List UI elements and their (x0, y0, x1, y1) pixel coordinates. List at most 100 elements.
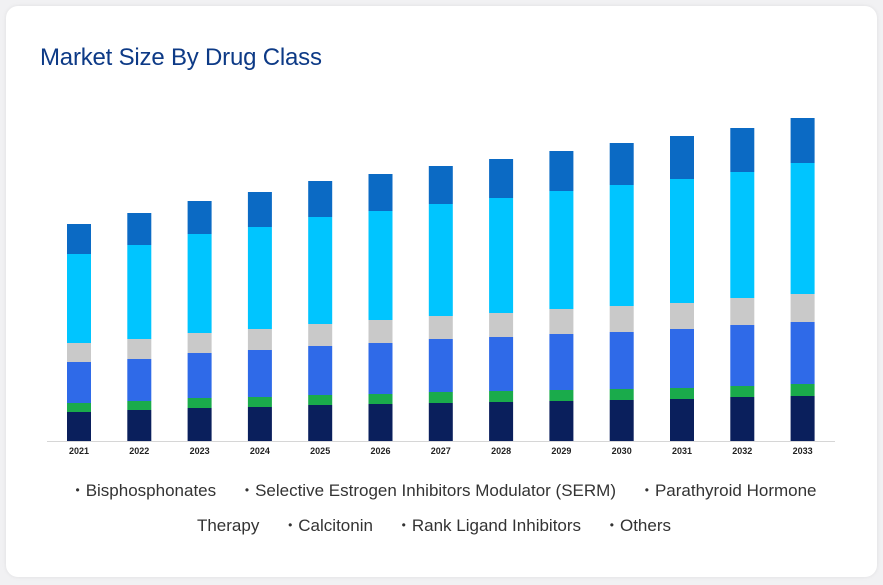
bar-segment-2025-4[interactable] (308, 217, 333, 324)
bar-segment-2024-3[interactable] (247, 329, 272, 350)
bar-segment-2028-0[interactable] (489, 402, 514, 441)
bar-segment-2028-5[interactable] (489, 159, 514, 198)
bar-segment-2024-5[interactable] (247, 192, 272, 227)
bar-segment-2027-2[interactable] (428, 339, 453, 392)
x-tick-label: 2028 (491, 446, 511, 456)
bar-segment-2023-5[interactable] (187, 201, 212, 234)
bar-segment-2033-1[interactable] (790, 384, 815, 396)
bar-segment-2032-1[interactable] (730, 386, 755, 397)
bar-segment-2031-0[interactable] (670, 399, 694, 441)
bar-segment-2030-1[interactable] (609, 389, 634, 400)
bar-segment-2026-0[interactable] (368, 404, 393, 441)
bar-segment-2021-5[interactable] (67, 224, 91, 254)
bar-segment-2025-1[interactable] (308, 395, 333, 405)
bar-segment-2021-2[interactable] (67, 362, 91, 403)
bar-segment-2025-0[interactable] (308, 405, 333, 441)
bar-segment-2021-4[interactable] (67, 254, 91, 343)
bar-segment-2032-2[interactable] (730, 325, 755, 386)
legend-label: Bisphosphonates (85, 481, 217, 500)
bar-segment-2025-5[interactable] (308, 181, 333, 217)
bar-segment-2022-3[interactable] (127, 339, 152, 359)
legend-bullet: • (609, 518, 614, 532)
bar-segment-2026-4[interactable] (368, 211, 393, 320)
bar-segment-2023-4[interactable] (187, 234, 212, 333)
bar-segment-2022-4[interactable] (127, 245, 152, 339)
legend-item-rank-ligand-inhibitors[interactable]: • Rank Ligand Inhibitors (402, 516, 581, 535)
bar-segment-2022-5[interactable] (127, 213, 152, 245)
x-tick-label: 2029 (551, 446, 571, 456)
bar-segment-2022-1[interactable] (127, 401, 152, 410)
legend-label: Selective Estrogen Inhibitors Modulator … (255, 481, 616, 500)
bar-segment-2024-2[interactable] (247, 350, 272, 397)
legend-item-bisphosphonates[interactable]: • Bisphosphonates (75, 481, 216, 500)
legend-label: Calcitonin (298, 516, 373, 535)
bar-segment-2033-2[interactable] (790, 322, 815, 384)
bar-segment-2025-3[interactable] (308, 324, 333, 346)
bar-segment-2032-0[interactable] (730, 397, 755, 441)
bar-segment-2026-2[interactable] (368, 343, 393, 394)
bar-segment-2028-3[interactable] (489, 313, 514, 337)
bar-segment-2030-0[interactable] (609, 400, 634, 441)
bar-segment-2023-0[interactable] (187, 408, 212, 441)
bar-segment-2027-4[interactable] (428, 204, 453, 316)
bar-segment-2028-1[interactable] (489, 391, 514, 402)
bar-segment-2023-3[interactable] (187, 333, 212, 353)
bar-segment-2029-0[interactable] (549, 401, 574, 441)
legend-bullet: • (644, 483, 649, 497)
bar-segment-2021-1[interactable] (67, 403, 91, 412)
bar-segment-2028-4[interactable] (489, 198, 514, 313)
bar-segment-2023-2[interactable] (187, 353, 212, 398)
bar-segment-2031-3[interactable] (670, 303, 694, 329)
bar-segment-2029-2[interactable] (549, 334, 574, 390)
bar-segment-2022-0[interactable] (127, 410, 152, 441)
bar-segment-2030-3[interactable] (609, 306, 634, 332)
legend-item-others[interactable]: • Others (610, 516, 671, 535)
bar-segment-2027-1[interactable] (428, 392, 453, 403)
legend-item-calcitonin[interactable]: • Calcitonin (288, 516, 373, 535)
bar-segment-2033-3[interactable] (790, 294, 815, 322)
bar-segment-2024-0[interactable] (247, 407, 272, 441)
x-tick-label: 2027 (431, 446, 451, 456)
bar-segment-2031-4[interactable] (670, 179, 694, 303)
bar-segment-2027-5[interactable] (428, 166, 453, 204)
bar-segment-2029-3[interactable] (549, 309, 574, 334)
bar-segment-2033-5[interactable] (790, 118, 815, 163)
bar-segment-2030-5[interactable] (609, 143, 634, 185)
bar-segment-2021-3[interactable] (67, 343, 91, 362)
chart-legend: • Bisphosphonates • Selective Estrogen Inh… (60, 474, 820, 544)
bar-segment-2026-3[interactable] (368, 320, 393, 343)
bar-segment-2032-3[interactable] (730, 298, 755, 325)
bar-segment-2030-4[interactable] (609, 185, 634, 306)
bar-segment-2023-1[interactable] (187, 398, 212, 408)
legend-item-serm[interactable]: • Selective Estrogen Inhibitors Modulator… (245, 481, 616, 500)
bar-segment-2021-0[interactable] (67, 412, 91, 441)
bar-segment-2031-2[interactable] (670, 329, 694, 388)
bar-segment-2033-0[interactable] (790, 396, 815, 441)
bar-segment-2033-4[interactable] (790, 163, 815, 294)
bar-segment-2031-1[interactable] (670, 388, 694, 399)
legend-label: Rank Ligand Inhibitors (411, 516, 582, 535)
x-tick-label: 2026 (370, 446, 390, 456)
bar-segment-2024-4[interactable] (247, 227, 272, 329)
bar-segment-2024-1[interactable] (247, 397, 272, 407)
bar-segment-2031-5[interactable] (670, 136, 694, 179)
bar-segment-2030-2[interactable] (609, 332, 634, 389)
chart-title: Market Size By Drug Class (40, 44, 322, 71)
bar-segment-2026-5[interactable] (368, 174, 393, 211)
bar-segment-2029-5[interactable] (549, 151, 574, 191)
x-tick-label: 2022 (129, 446, 149, 456)
legend-bullet: • (244, 483, 250, 497)
bar-segment-2028-2[interactable] (489, 337, 514, 391)
bar-segment-2029-1[interactable] (549, 390, 574, 401)
bar-segment-2032-5[interactable] (730, 128, 755, 172)
bar-segment-2027-0[interactable] (428, 403, 453, 441)
x-tick-label: 2032 (732, 446, 752, 456)
bar-segment-2026-1[interactable] (368, 394, 393, 404)
bar-segment-2022-2[interactable] (127, 359, 152, 401)
bar-segment-2027-3[interactable] (428, 316, 453, 339)
bar-segment-2032-4[interactable] (730, 172, 755, 298)
bar-segment-2029-4[interactable] (549, 191, 574, 309)
x-tick-label: 2021 (69, 446, 89, 456)
legend-item-parathyroid-hormone-therapy[interactable]: • Parathyroid Hormone Therapy (197, 481, 817, 535)
bar-segment-2025-2[interactable] (308, 346, 333, 395)
